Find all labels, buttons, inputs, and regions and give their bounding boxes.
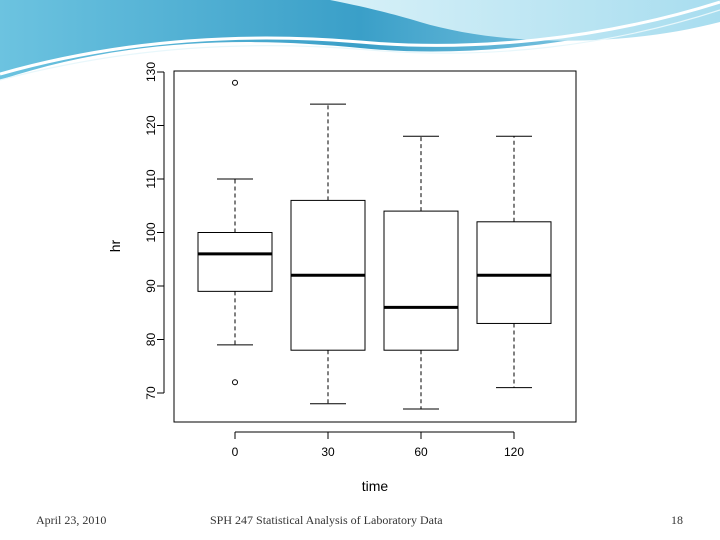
header-wave-thin-line bbox=[0, 9, 720, 81]
x-tick-label-30: 30 bbox=[321, 445, 335, 459]
header-wave-light bbox=[330, 0, 720, 41]
y-tick-label-110: 110 bbox=[144, 169, 158, 188]
plot-frame bbox=[173, 70, 577, 423]
iqr-box-60 bbox=[383, 210, 459, 351]
x-tick-label-0: 0 bbox=[232, 445, 239, 459]
y-axis-label: hr bbox=[107, 239, 123, 252]
footer-page-number: 18 bbox=[671, 513, 683, 527]
y-tick-label-120: 120 bbox=[144, 115, 158, 135]
x-axis-label: time bbox=[362, 478, 389, 494]
x-tick-label-60: 60 bbox=[414, 445, 428, 459]
footer-course-title: SPH 247 Statistical Analysis of Laborato… bbox=[210, 513, 443, 527]
y-tick-label-70: 70 bbox=[144, 386, 158, 400]
iqr-box-120 bbox=[476, 221, 552, 324]
y-axis: 70 80 90 100 110 120 130 bbox=[144, 62, 165, 400]
outlier-point-0-1 bbox=[232, 79, 238, 86]
box-group-0 bbox=[197, 79, 273, 386]
box-group-120 bbox=[476, 135, 552, 389]
footer-date: April 23, 2010 bbox=[36, 513, 107, 527]
x-tick-label-120: 120 bbox=[504, 445, 524, 459]
x-axis: 0 30 60 120 bbox=[232, 431, 524, 459]
y-tick-label-100: 100 bbox=[144, 222, 158, 242]
box-group-30 bbox=[290, 103, 366, 405]
boxes-layer bbox=[197, 79, 552, 410]
iqr-box-0 bbox=[197, 232, 273, 292]
y-tick-label-80: 80 bbox=[144, 333, 158, 347]
y-tick-label-90: 90 bbox=[144, 279, 158, 293]
outlier-point-0-0 bbox=[232, 379, 238, 386]
y-tick-label-130: 130 bbox=[144, 62, 158, 82]
box-group-60 bbox=[383, 135, 459, 410]
header-wave-white-stripe bbox=[0, 0, 720, 76]
